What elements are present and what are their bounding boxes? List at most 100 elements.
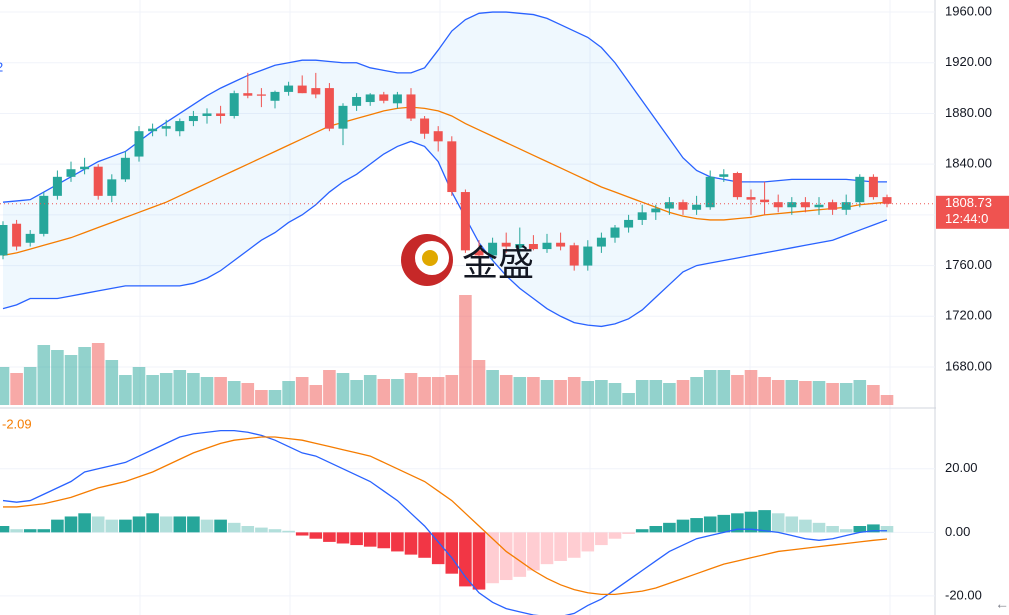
candle-body [868,176,878,198]
macd-histogram [377,532,391,549]
volume-bar [105,360,119,405]
y-tick-label: 1960.00 [945,3,992,18]
volume-bar [472,360,486,405]
volume-bar [758,377,771,405]
volume-bar [51,350,64,405]
volume-bar [731,375,744,405]
candle-body [297,85,307,94]
volume-bar [132,367,146,405]
macd-histogram [540,532,554,565]
macd-histogram [255,527,268,533]
macd-histogram [690,518,703,533]
volume-bar [663,383,676,405]
macd-histogram [363,532,377,547]
candle-body [80,166,90,170]
volume-bar [37,345,51,405]
volume-bar [540,380,554,405]
macd-histogram [119,519,132,533]
bollinger-lower [2,140,888,328]
volume-bar [159,373,173,405]
candle-body [624,219,634,228]
macd-histogram [146,513,159,533]
macd-histogram [10,529,23,533]
candle-body [311,88,321,95]
candle-body [488,242,498,256]
volume-bar [64,355,78,405]
volume-bar [581,381,595,405]
candle-body [719,174,729,177]
y-tick-label: 20.00 [945,460,978,475]
macd-histogram [799,519,812,533]
macd-histogram [391,532,404,552]
candle-body [229,93,239,116]
volume-bar [595,380,608,405]
macd-histogram [132,516,146,533]
macd-dif [2,430,887,615]
macd-histogram [867,524,880,533]
volume-bar [146,375,159,405]
candle-body [828,202,838,210]
macd-histogram [622,532,635,534]
boll-value: 2 [0,59,3,74]
macd-histogram [51,519,64,533]
volume-bar [431,377,445,405]
candle-body [379,94,389,101]
macd-histogram [37,529,51,533]
candle-body [664,202,674,209]
candle-body [515,244,525,248]
candle-body [134,131,144,157]
candle-body [678,202,688,210]
volume-bar [513,377,527,405]
volume-bar [527,377,540,405]
watermark-text: 金盛 [462,243,534,284]
macd-histogram [608,532,622,539]
volume-bar [200,377,214,405]
volume-bar [771,380,785,405]
volume-bar [853,380,867,405]
candle-body [216,113,226,116]
volume-bar [23,367,37,405]
candle-body [760,199,770,203]
candle-body [107,179,117,196]
macd-histogram [499,532,513,581]
candle-body [39,195,49,234]
macd-histogram [731,513,744,533]
y-tick-label: 1880.00 [945,105,992,120]
volume-bar [363,375,377,405]
macd-histogram [785,516,799,533]
scroll-arrow[interactable]: ← [995,596,1009,612]
macd-histogram [418,532,431,558]
volume-bar [295,377,309,405]
macd-histogram [459,532,472,587]
candle-body [365,94,375,103]
macd-histogram [771,513,785,533]
candle-body [202,113,212,116]
macd-histogram [663,522,676,533]
vertical-grid [139,0,891,615]
volume-bar [173,370,187,405]
macd-histogram [336,532,350,544]
volume-bar [567,377,581,405]
volume-bar [268,390,282,405]
macd-histogram [268,529,282,533]
candle-body [406,94,416,119]
volume-bar [227,381,241,405]
candle-body [528,244,538,250]
macd-histogram [404,532,418,555]
candle-body [787,202,797,208]
candle-body [175,121,185,132]
macd-histogram [187,516,200,533]
macd-histogram [214,519,227,533]
macd-histogram [200,519,214,533]
macd-histogram [703,516,717,533]
macd-histogram [486,532,499,584]
bollinger-middle [2,106,888,257]
macd-histogram [23,529,37,533]
axis-background [936,0,1009,615]
volume-bar [826,383,839,405]
macd-histogram [323,532,336,542]
volume-bar [486,370,499,405]
candle-body [841,202,851,210]
candle-body [243,93,253,96]
